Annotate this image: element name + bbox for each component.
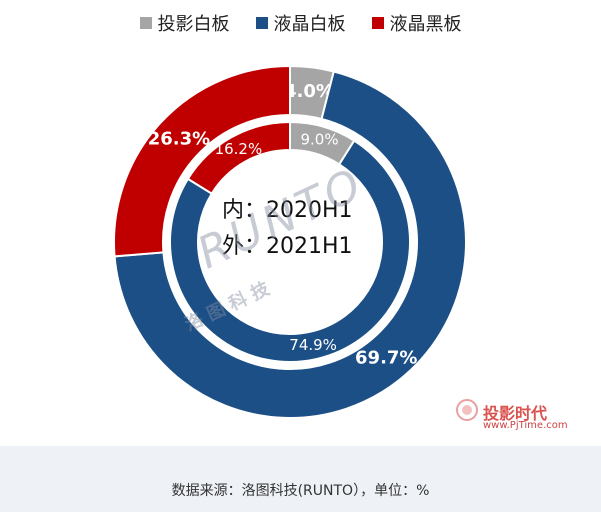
- data-label-inner-1: 74.9%: [289, 336, 337, 354]
- source-caption: 数据来源：洛图科技(RUNTO），单位：%: [171, 483, 430, 499]
- legend-swatch: [371, 17, 384, 29]
- chart-area: 9.0% 74.9% 16.2% 4.0% 69.7% 26.3% 投影白板 液晶白板 液…: [0, 10, 601, 431]
- legend-item-lcd-blackboard: 液晶黑板: [371, 10, 462, 36]
- legend: 投影白板 液晶白板 液晶黑板: [0, 10, 601, 36]
- legend-item-projection-whiteboard: 投影白板: [139, 10, 230, 36]
- data-label-outer-1: 69.7%: [355, 347, 417, 368]
- data-label-outer-0: 4.0%: [284, 81, 334, 102]
- legend-item-lcd-whiteboard: 液晶白板: [255, 10, 346, 36]
- donut-hole: [198, 150, 382, 334]
- donut-slice-outer-1: [113, 70, 467, 419]
- legend-swatch: [255, 17, 268, 29]
- center-label-outer: 外：2021H1: [222, 234, 353, 259]
- center-label-inner: 内：2020H1: [222, 198, 353, 223]
- donut-chart: 9.0% 74.9% 16.2% 4.0% 69.7% 26.3%: [113, 64, 467, 419]
- legend-label: 投影白板: [157, 14, 230, 35]
- data-label-inner-0: 9.0%: [300, 131, 338, 149]
- legend-label: 液晶白板: [273, 14, 346, 35]
- data-label-outer-2: 26.3%: [148, 129, 210, 150]
- donut-slice-outer-2: [113, 64, 291, 258]
- legend-label: 液晶黑板: [389, 14, 462, 35]
- caption-bar: 数据来源：洛图科技(RUNTO），单位：%: [0, 446, 601, 512]
- data-label-inner-2: 16.2%: [215, 140, 263, 158]
- legend-swatch: [139, 17, 152, 29]
